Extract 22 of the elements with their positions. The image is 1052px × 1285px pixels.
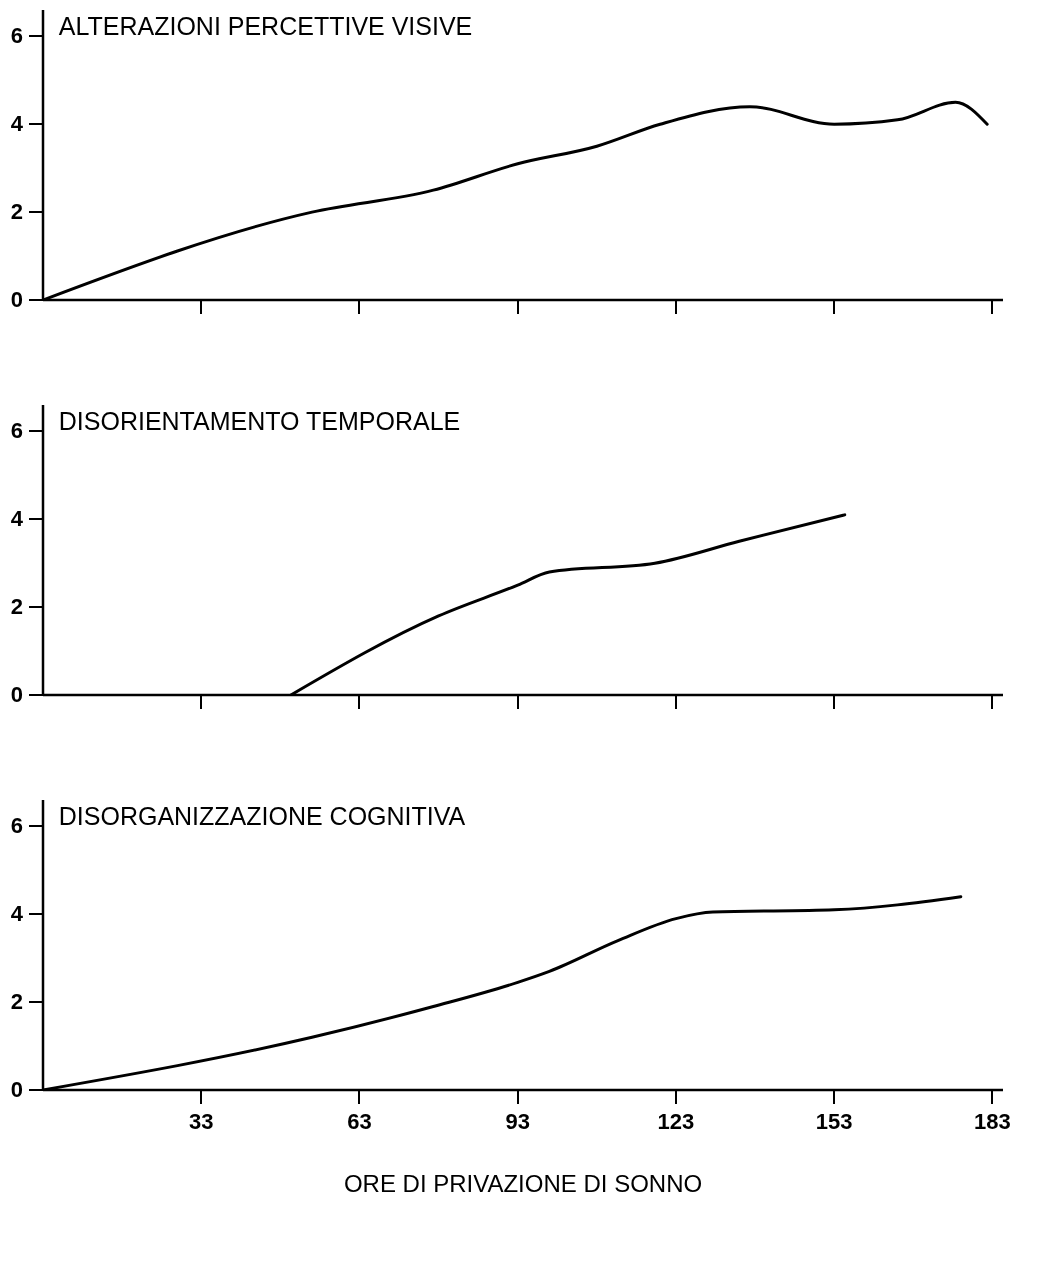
x-tick-label: 153 xyxy=(815,1109,853,1134)
x-tick-label: 93 xyxy=(505,1109,530,1134)
y-tick-label: 4 xyxy=(10,111,24,137)
x-tick-label: 123 xyxy=(657,1109,695,1134)
y-tick-label: 4 xyxy=(10,901,24,927)
y-tick-label: 6 xyxy=(10,418,23,444)
chart-title: ALTERAZIONI PERCETTIVE VISIVE xyxy=(58,12,473,40)
y-tick-label: 0 xyxy=(10,287,23,312)
x-axis-title: ORE DI PRIVAZIONE DI SONNO xyxy=(343,1170,703,1197)
chart-title: DISORIENTAMENTO TEMPORALE xyxy=(58,407,461,435)
x-tick-label: 183 xyxy=(974,1109,1011,1134)
y-tick-label: 6 xyxy=(10,813,23,839)
x-tick-label: 63 xyxy=(347,1109,372,1134)
y-tick-label: 2 xyxy=(10,594,23,620)
chart-title: DISORGANIZZAZIONE COGNITIVA xyxy=(58,802,466,830)
y-tick-label: 0 xyxy=(10,682,23,707)
y-tick-label: 2 xyxy=(10,199,23,225)
y-tick-label: 4 xyxy=(10,506,24,532)
x-tick-label: 33 xyxy=(189,1109,214,1134)
y-tick-label: 2 xyxy=(10,989,23,1015)
y-tick-label: 6 xyxy=(10,23,23,49)
y-tick-label: 0 xyxy=(10,1077,23,1102)
